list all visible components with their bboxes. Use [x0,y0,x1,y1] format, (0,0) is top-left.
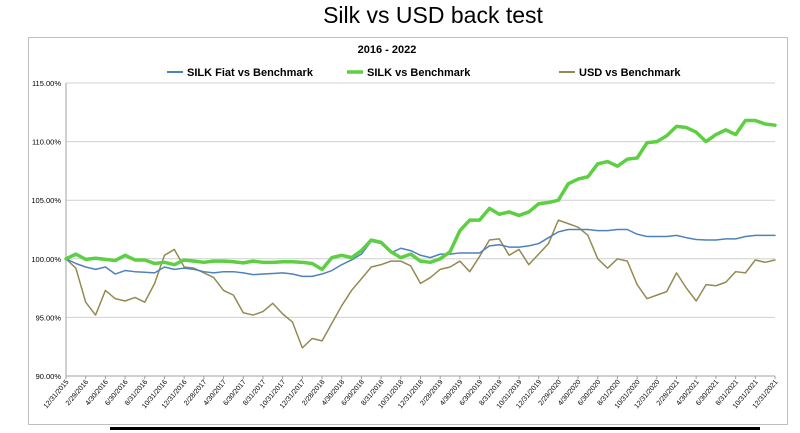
legend: SILK Fiat vs Benchmark SILK vs Benchmark U… [167,67,681,79]
y-tick-label: 105.00% [31,196,61,205]
y-axis: 90.00% 95.00% 100.00% 105.00% 110.00% 115.00% [31,79,67,381]
bottom-divider [110,427,760,430]
gridlines [66,82,775,377]
chart-title: Silk vs USD back test [323,2,543,28]
x-axis: 12/31/20152/29/20164/30/20166/30/20168/3… [43,375,780,410]
series-lines [64,118,777,349]
x-tick-label: 12/31/2015 [43,379,71,410]
series-line [65,228,776,278]
line-chart: 2016 - 2022 SILK Fiat vs Benchmark SILK v… [31,44,780,410]
y-tick-label: 95.00% [36,313,62,322]
chart-area: 2016 - 2022 SILK Fiat vs Benchmark SILK v… [28,37,788,425]
legend-label: SILK vs Benchmark [367,67,471,79]
y-tick-label: 115.00% [32,79,61,88]
y-tick-label: 90.00% [36,372,62,381]
y-tick-label: 110.00% [32,138,61,147]
series-line [64,118,777,272]
chart-subtitle: 2016 - 2022 [358,44,417,56]
legend-label: USD vs Benchmark [579,67,681,79]
y-tick-label: 100.00% [31,255,61,264]
series-line [65,219,776,349]
legend-label: SILK Fiat vs Benchmark [187,67,314,79]
